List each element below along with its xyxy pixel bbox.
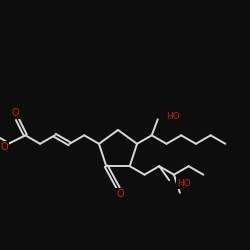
Text: O: O	[12, 108, 19, 118]
Text: O: O	[0, 142, 8, 152]
Text: HO: HO	[177, 179, 191, 188]
Text: HO: HO	[166, 112, 179, 121]
Text: O: O	[116, 189, 124, 199]
